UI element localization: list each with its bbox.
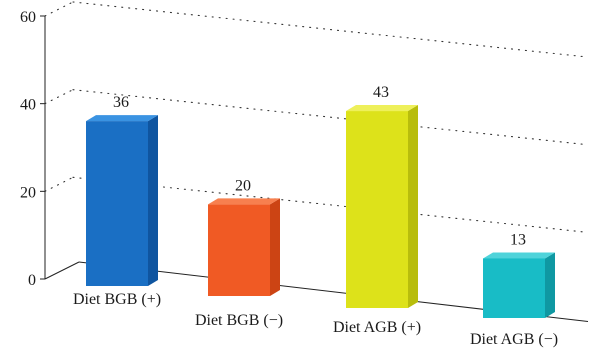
- bar-3-side: [408, 105, 418, 308]
- floor-left-edge: [44, 261, 80, 280]
- bar-4: [483, 258, 545, 318]
- y-tick-label: 0: [28, 272, 36, 289]
- bar-1-value-label: 36: [113, 94, 129, 111]
- bar-2: [208, 204, 270, 296]
- bar-2-side: [270, 198, 280, 296]
- gridline-2: [72, 89, 589, 146]
- bar-1-top: [86, 115, 158, 122]
- gridline-2-diag: [44, 89, 74, 105]
- bar-2-value-label: 20: [235, 177, 251, 194]
- y-tick-label: 20: [20, 184, 36, 201]
- bar-3: [346, 111, 408, 308]
- bars-layer: [86, 105, 555, 318]
- bar-1: [86, 121, 148, 287]
- y-tick-label: 60: [20, 9, 36, 26]
- bar-4-side: [545, 252, 555, 318]
- gridline-3-diag: [44, 1, 74, 17]
- bar-3-top: [346, 105, 418, 112]
- bar-4-category-label: Diet AGB (−): [470, 331, 558, 348]
- bar-1-side: [148, 115, 158, 287]
- bar-3-category-label: Diet AGB (+): [333, 319, 421, 336]
- bar-4-value-label: 13: [510, 231, 526, 248]
- bar-1-category-label: Diet BGB (+): [73, 291, 161, 308]
- y-tick-label: 40: [20, 97, 36, 114]
- bar-4-top: [483, 252, 555, 259]
- bar-2-category-label: Diet BGB (−): [195, 312, 283, 329]
- gridline-3: [72, 1, 589, 58]
- bar-3-value-label: 43: [373, 84, 389, 101]
- gridline-1-diag: [44, 176, 74, 192]
- grid-layer: [44, 1, 589, 233]
- bar-2-top: [208, 198, 280, 205]
- labels-layer: 0 20 40 60 36 Diet BGB (+) 20 Diet BGB (−) 43 Die…: [20, 9, 558, 348]
- gridline-1: [72, 176, 589, 233]
